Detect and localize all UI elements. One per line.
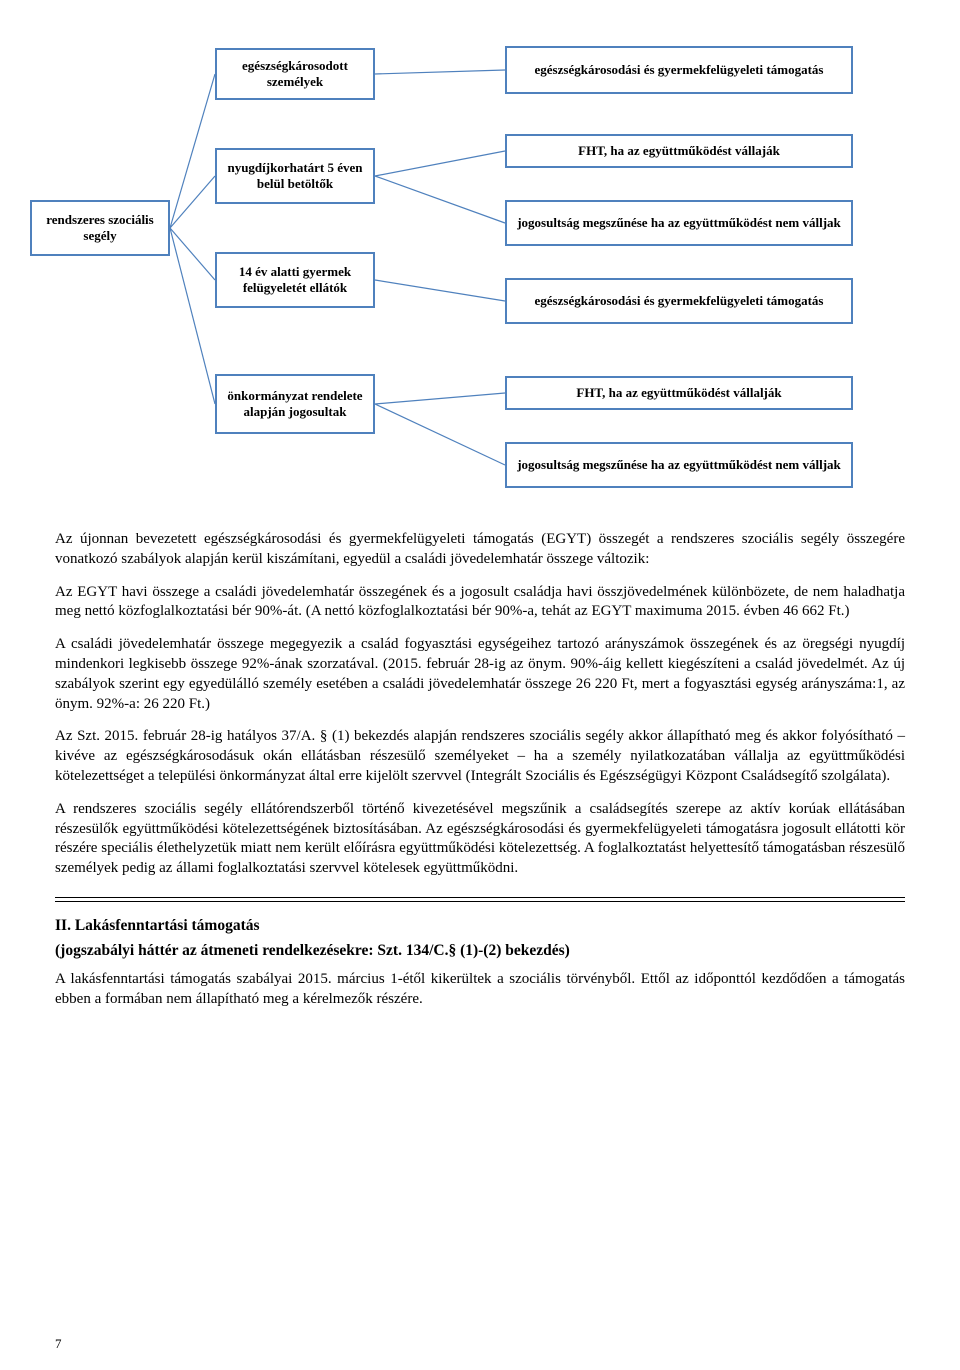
diagram-node: egészségkárosodási és gyermekfelügyeleti…	[505, 278, 853, 324]
paragraph: Az újonnan bevezetett egészségkárosodási…	[55, 530, 905, 570]
paragraph: A rendszeres szociális segély ellátórend…	[55, 800, 905, 879]
paragraph: Az Szt. 2015. február 28-ig hatályos 37/…	[55, 727, 905, 786]
paragraph: A családi jövedelemhatár összege megegye…	[55, 635, 905, 714]
diagram-node: jogosultság megszűnése ha az együttműköd…	[505, 442, 853, 488]
diagram-node: FHT, ha az együttműködést vállalják	[505, 376, 853, 410]
diagram-node: önkormányzat rendelete alapján jogosulta…	[215, 374, 375, 434]
diagram-node: FHT, ha az együttműködést vállaják	[505, 134, 853, 168]
diagram-node: nyugdíjkorhatárt 5 éven belül betöltők	[215, 148, 375, 204]
hierarchy-diagram: rendszeres szociális segély egészségkáros…	[0, 0, 960, 520]
section-divider	[55, 897, 905, 902]
section-subheading: (jogszabályi háttér az átmeneti rendelke…	[55, 941, 905, 961]
diagram-node: rendszeres szociális segély	[30, 200, 170, 256]
paragraph: Az EGYT havi összege a családi jövedelem…	[55, 583, 905, 623]
diagram-node: egészségkárosodási és gyermekfelügyeleti…	[505, 46, 853, 94]
paragraph: A lakásfenntartási támogatás szabályai 2…	[55, 970, 905, 1010]
section-heading: II. Lakásfenntartási támogatás	[55, 916, 905, 936]
diagram-node: 14 év alatti gyermek felügyeletét ellátó…	[215, 252, 375, 308]
diagram-node: jogosultság megszűnése ha az együttműköd…	[505, 200, 853, 246]
document-body: Az újonnan bevezetett egészségkárosodási…	[0, 520, 960, 1009]
diagram-node: egészségkárosodott személyek	[215, 48, 375, 100]
page-number: 7	[55, 1336, 62, 1352]
